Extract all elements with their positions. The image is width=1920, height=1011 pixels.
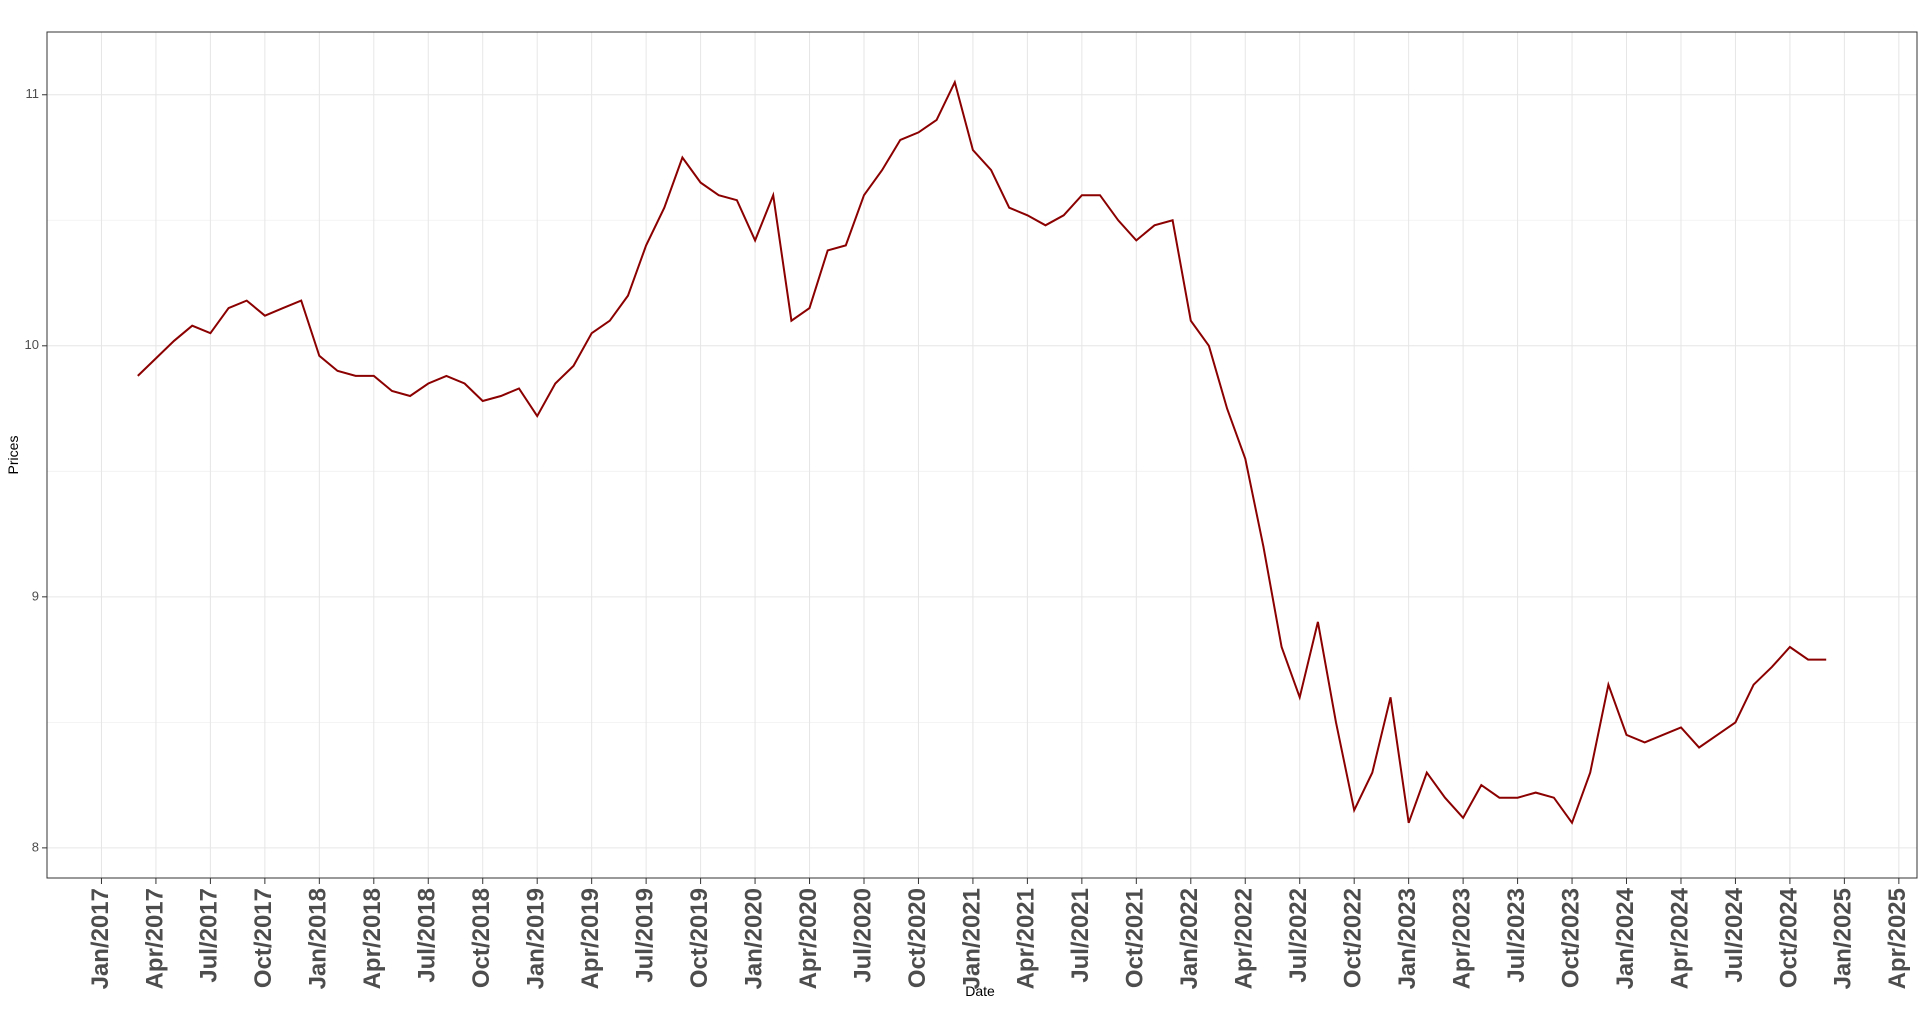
y-tick-label: 10	[25, 337, 39, 352]
x-tick-label: Jul/2019	[631, 888, 658, 983]
x-tick-label: Oct/2024	[1775, 887, 1802, 988]
x-tick-label: Jul/2023	[1503, 888, 1530, 983]
x-tick-label: Jul/2017	[196, 888, 223, 983]
y-tick-label: 9	[32, 588, 39, 603]
x-tick-label: Jan/2020	[740, 888, 767, 989]
y-tick-label: 8	[32, 839, 39, 854]
x-tick-label: Jul/2021	[1067, 888, 1094, 983]
x-tick-label: Jan/2017	[87, 888, 114, 989]
x-tick-label: Apr/2020	[795, 888, 822, 989]
x-tick-label: Oct/2020	[904, 888, 931, 988]
x-tick-label: Apr/2021	[1013, 888, 1040, 989]
x-tick-label: Oct/2019	[686, 888, 713, 988]
x-tick-label: Apr/2019	[577, 888, 604, 989]
x-tick-label: Oct/2023	[1557, 888, 1584, 988]
x-tick-label: Jul/2022	[1285, 888, 1312, 983]
x-tick-label: Oct/2017	[250, 888, 277, 988]
x-tick-label: Oct/2021	[1122, 888, 1149, 988]
x-tick-label: Jan/2025	[1830, 888, 1857, 989]
x-tick-label: Jan/2018	[305, 888, 332, 989]
plot-background	[47, 32, 1917, 878]
x-tick-label: Jul/2024	[1721, 887, 1748, 982]
x-tick-label: Jan/2021	[958, 888, 985, 989]
x-tick-label: Apr/2023	[1448, 888, 1475, 989]
y-axis-label: Prices	[5, 436, 21, 475]
plot-border	[46, 31, 1918, 879]
x-tick-label: Apr/2024	[1666, 887, 1693, 989]
x-tick-label: Apr/2018	[359, 888, 386, 989]
x-tick-label: Jul/2020	[849, 888, 876, 983]
x-tick-label: Oct/2022	[1340, 888, 1367, 988]
x-tick-label: Jan/2023	[1394, 888, 1421, 989]
x-tick-label: Jul/2018	[414, 888, 441, 983]
x-axis-label: Date	[965, 983, 995, 999]
x-tick-label: Apr/2022	[1231, 888, 1258, 989]
x-tick-label: Jan/2022	[1176, 888, 1203, 989]
y-tick-label: 11	[26, 86, 40, 101]
x-tick-label: Apr/2025	[1884, 888, 1911, 989]
price-line	[137, 79, 1827, 825]
x-tick-label: Oct/2018	[468, 888, 495, 988]
x-tick-label: Jan/2019	[523, 888, 550, 989]
x-tick-label: Jan/2024	[1612, 887, 1639, 989]
x-tick-label: Apr/2017	[141, 888, 168, 989]
